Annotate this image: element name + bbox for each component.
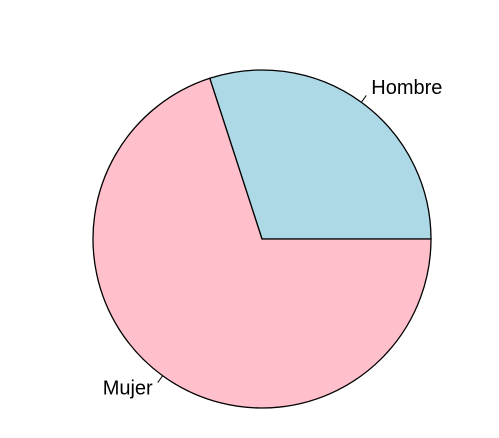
label-leader xyxy=(157,375,164,383)
pie-slice xyxy=(92,77,432,409)
label-leader xyxy=(360,95,367,103)
slice-label: Mujer xyxy=(103,378,153,400)
slice-label: Hombre xyxy=(371,77,442,99)
